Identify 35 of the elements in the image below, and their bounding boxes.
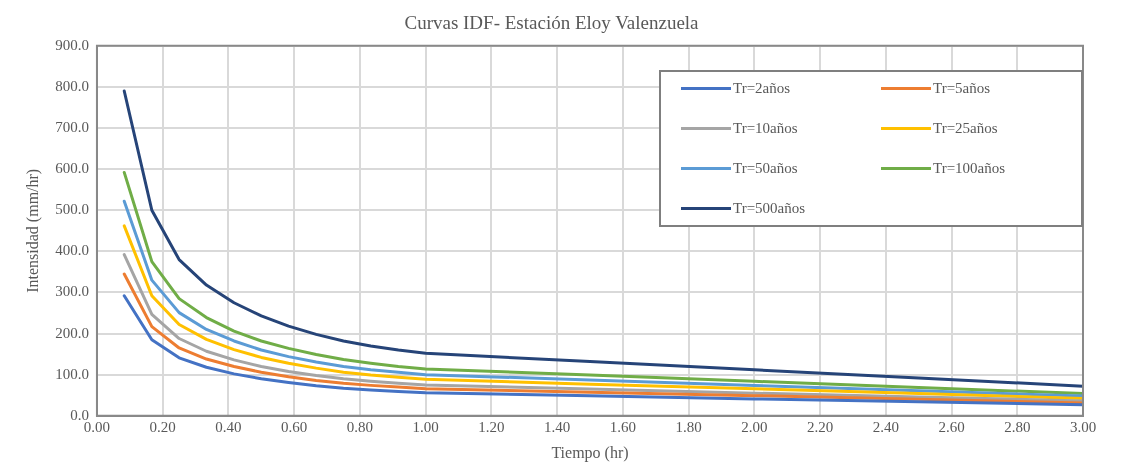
y-tick-label: 500.0	[55, 201, 89, 218]
legend-label: Tr=500años	[733, 200, 806, 217]
x-tick-label: 0.60	[281, 418, 308, 435]
legend-label: Tr=50años	[733, 160, 798, 177]
y-tick-label: 300.0	[55, 283, 89, 300]
y-tick-label: 200.0	[55, 324, 89, 341]
x-tick-label: 1.60	[609, 418, 636, 435]
legend-label: Tr=100años	[933, 160, 1006, 177]
x-tick-label: 0.40	[215, 418, 242, 435]
x-tick-label: 1.80	[675, 418, 702, 435]
x-tick-label: 2.20	[806, 418, 834, 435]
y-tick-label: 700.0	[55, 118, 89, 135]
y-tick-label: 900.0	[55, 36, 89, 53]
legend-label: Tr=25años	[933, 120, 998, 137]
legend-label: Tr=10años	[733, 120, 798, 137]
x-tick-label: 2.60	[938, 418, 965, 435]
y-tick-label: 800.0	[55, 77, 89, 94]
x-tick-label: 2.00	[741, 418, 768, 435]
y-axis-title: Intensidad (mm/hr)	[23, 168, 42, 293]
x-tick-label: 0.20	[149, 418, 176, 435]
chart-title: Curvas IDF- Estación Eloy Valenzuela	[404, 12, 700, 34]
y-tick-label: 400.0	[55, 242, 89, 259]
y-tick-label: 600.0	[55, 160, 89, 177]
x-axis-title: Tiempo (hr)	[551, 443, 629, 462]
x-tick-label: 2.80	[1004, 418, 1031, 435]
x-tick-label: 1.20	[478, 418, 505, 435]
y-tick-label: 100.0	[55, 365, 89, 382]
x-tick-label: 0.80	[346, 418, 374, 435]
x-tick-label: 2.40	[872, 418, 899, 435]
legend-label: Tr=2años	[733, 80, 791, 97]
y-tick-label: 0.0	[70, 406, 89, 423]
x-tick-label: 1.40	[543, 418, 571, 435]
x-tick-label: 1.00	[412, 418, 439, 435]
x-tick-label: 3.00	[1069, 418, 1097, 435]
legend-label: Tr=5años	[933, 80, 991, 97]
